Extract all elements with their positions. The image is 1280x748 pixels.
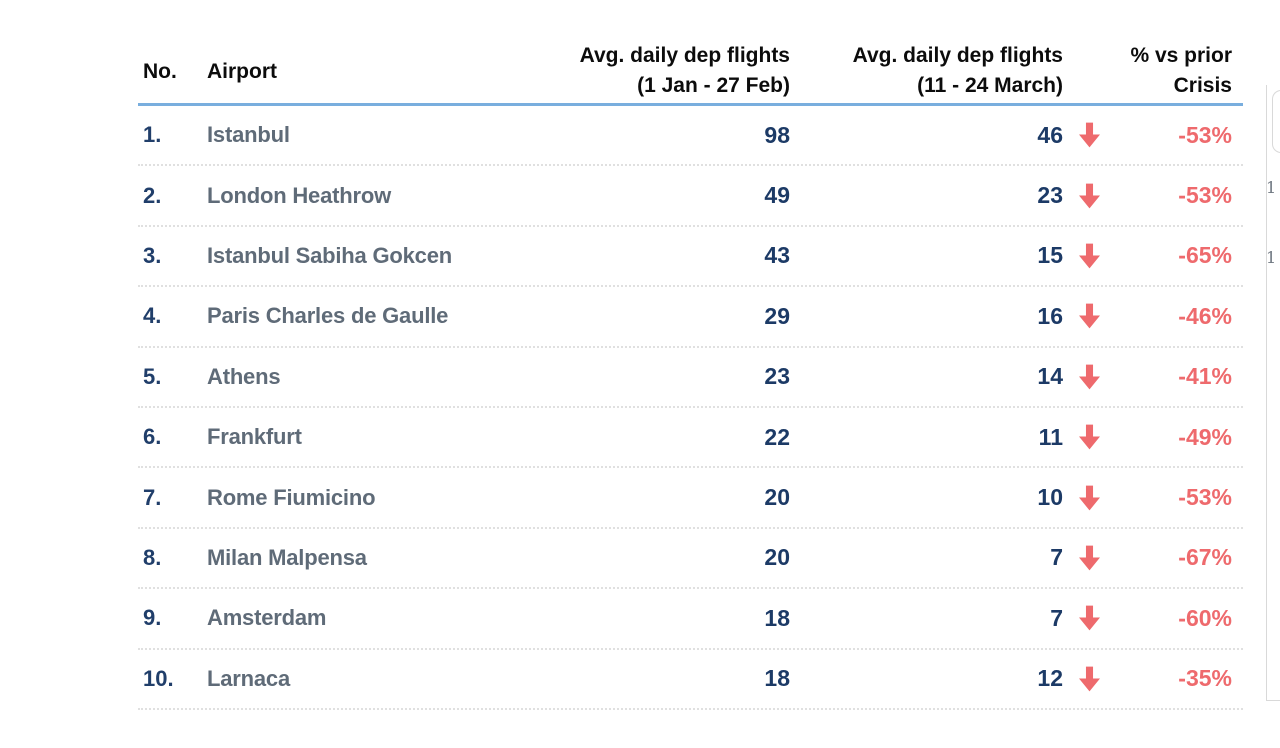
- header-airport: Airport: [207, 59, 277, 83]
- pct-vs-crisis: -41%: [1178, 363, 1232, 390]
- table-row: 5. Athens 23 14 -41%: [138, 348, 1243, 408]
- row-index: 2.: [143, 182, 162, 208]
- down-arrow-icon: [1078, 243, 1100, 269]
- down-arrow-icon: [1078, 545, 1100, 571]
- row-index: 3.: [143, 242, 162, 268]
- table-row: 9. Amsterdam 18 7 -60%: [138, 589, 1243, 650]
- avg-march: 11: [1038, 423, 1063, 450]
- pct-vs-crisis: -67%: [1178, 544, 1232, 571]
- trend-cell: [1063, 303, 1115, 329]
- avg-march: 7: [1050, 604, 1063, 631]
- pct-vs-crisis: -49%: [1178, 423, 1232, 450]
- avg-jan-feb: 98: [764, 121, 790, 148]
- airport-name: Amsterdam: [207, 605, 327, 631]
- avg-jan-feb: 18: [764, 604, 790, 631]
- airport-name: Milan Malpensa: [207, 544, 367, 570]
- pct-vs-crisis: -53%: [1178, 182, 1232, 209]
- table-row: 7. Rome Fiumicino 20 10 -53%: [138, 468, 1243, 529]
- avg-jan-feb: 29: [764, 302, 790, 329]
- avg-jan-feb: 22: [764, 423, 790, 450]
- header-pct-line2: Crisis: [1173, 74, 1232, 97]
- adjacent-panel-tick-label: 1: [1266, 248, 1277, 267]
- pct-vs-crisis: -53%: [1178, 121, 1232, 148]
- down-arrow-icon: [1078, 666, 1100, 692]
- down-arrow-icon: [1078, 183, 1100, 208]
- header-pct-vs-crisis: % vs prior Crisis: [1115, 40, 1243, 103]
- airport-name: Istanbul Sabiha Gokcen: [207, 242, 452, 268]
- avg-march: 12: [1037, 665, 1063, 692]
- airport-name: Frankfurt: [207, 424, 302, 450]
- down-arrow-icon: [1078, 122, 1100, 148]
- row-index: 1.: [143, 122, 162, 148]
- row-index: 9.: [143, 605, 162, 631]
- airport-name: Paris Charles de Gaulle: [207, 303, 449, 329]
- airport-name: Istanbul: [207, 122, 290, 148]
- avg-march: 14: [1037, 363, 1063, 390]
- airport-name: London Heathrow: [207, 182, 391, 208]
- table-row: 3. Istanbul Sabiha Gokcen 43 15 -65%: [138, 227, 1243, 288]
- avg-march: 16: [1037, 302, 1063, 329]
- header-avg-jan-feb-line1: Avg. daily dep flights: [579, 44, 790, 67]
- adjacent-panel-bottom-border: [1266, 700, 1280, 701]
- table-row: 10. Larnaca 18 12 -35%: [138, 650, 1243, 710]
- table-row: 8. Milan Malpensa 20 7 -67%: [138, 529, 1243, 590]
- airport-name: Larnaca: [207, 665, 290, 691]
- header-avg-march-line2: (11 - 24 March): [917, 74, 1063, 97]
- trend-cell: [1063, 545, 1115, 571]
- trend-cell: [1063, 122, 1115, 148]
- table-row: 6. Frankfurt 22 11 -49%: [138, 408, 1243, 469]
- pct-vs-crisis: -53%: [1178, 484, 1232, 511]
- header-avg-jan-feb: Avg. daily dep flights (1 Jan - 27 Feb): [520, 40, 790, 103]
- adjacent-panel-rounded-box: [1272, 90, 1280, 153]
- avg-march: 23: [1037, 182, 1063, 209]
- avg-march: 15: [1037, 242, 1063, 269]
- trend-cell: [1063, 183, 1115, 209]
- pct-vs-crisis: -35%: [1178, 665, 1232, 692]
- pct-vs-crisis: -46%: [1178, 302, 1232, 329]
- avg-march: 7: [1050, 544, 1063, 571]
- trend-cell: [1063, 605, 1115, 631]
- avg-jan-feb: 20: [764, 484, 790, 511]
- trend-cell: [1063, 243, 1115, 269]
- down-arrow-icon: [1078, 364, 1100, 390]
- avg-march: 10: [1037, 484, 1063, 511]
- adjacent-panel-tick-label: 1: [1266, 178, 1277, 197]
- airport-departures-table: No. Airport Avg. daily dep flights (1 Ja…: [138, 40, 1243, 710]
- pct-vs-crisis: -60%: [1178, 604, 1232, 631]
- down-arrow-icon: [1078, 424, 1100, 450]
- avg-jan-feb: 20: [764, 544, 790, 571]
- avg-march: 46: [1037, 121, 1063, 148]
- adjacent-panel-divider: [1266, 85, 1267, 701]
- avg-jan-feb: 18: [764, 665, 790, 692]
- table-row: 2. London Heathrow 49 23 -53%: [138, 166, 1243, 227]
- header-trend-spacer: [1063, 40, 1115, 103]
- avg-jan-feb: 23: [764, 363, 790, 390]
- table-header-row: No. Airport Avg. daily dep flights (1 Ja…: [138, 40, 1243, 106]
- header-avg-march-line1: Avg. daily dep flights: [852, 44, 1063, 67]
- trend-cell: [1063, 485, 1115, 511]
- header-pct-line1: % vs prior: [1130, 44, 1232, 67]
- row-index: 10.: [143, 665, 174, 691]
- trend-cell: [1063, 364, 1115, 390]
- row-index: 4.: [143, 303, 162, 329]
- header-avg-jan-feb-line2: (1 Jan - 27 Feb): [637, 74, 790, 97]
- airport-name: Athens: [207, 363, 281, 389]
- row-index: 5.: [143, 363, 162, 389]
- row-index: 8.: [143, 544, 162, 570]
- trend-cell: [1063, 666, 1115, 692]
- down-arrow-icon: [1078, 303, 1100, 329]
- avg-jan-feb: 43: [764, 242, 790, 269]
- table-row: 4. Paris Charles de Gaulle 29 16 -46%: [138, 287, 1243, 348]
- down-arrow-icon: [1078, 485, 1100, 510]
- down-arrow-icon: [1078, 605, 1100, 631]
- trend-cell: [1063, 424, 1115, 450]
- header-avg-march: Avg. daily dep flights (11 - 24 March): [790, 40, 1063, 103]
- avg-jan-feb: 49: [764, 182, 790, 209]
- row-index: 7.: [143, 484, 162, 510]
- airport-name: Rome Fiumicino: [207, 484, 376, 510]
- header-no: No.: [143, 59, 177, 83]
- table-row: 1. Istanbul 98 46 -53%: [138, 106, 1243, 167]
- row-index: 6.: [143, 424, 162, 450]
- pct-vs-crisis: -65%: [1178, 242, 1232, 269]
